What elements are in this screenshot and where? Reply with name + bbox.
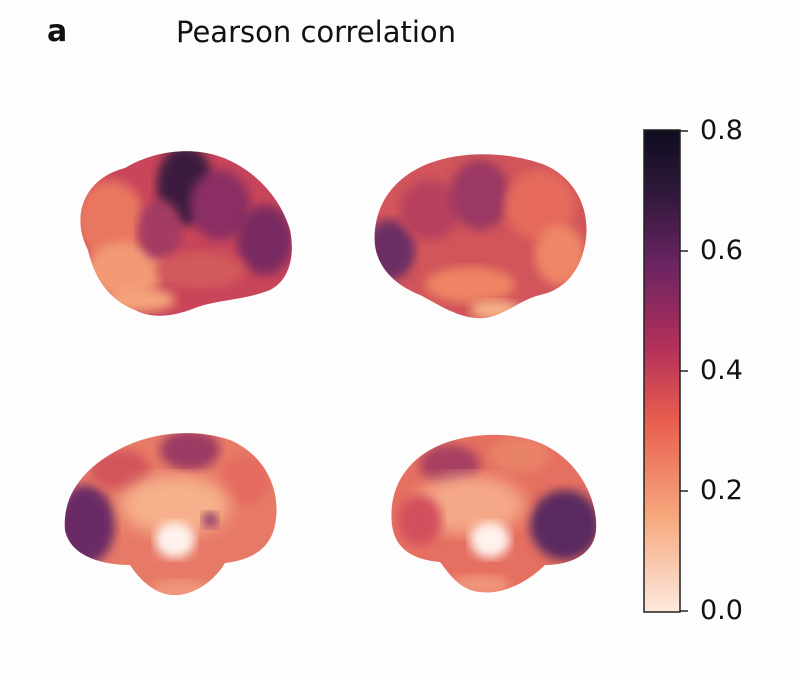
brain-lateral-right [374,154,587,319]
colorbar-tick-label: 0.6 [700,235,743,266]
panel-label: a [47,14,68,49]
figure-title: Pearson correlation [176,15,457,49]
brain-lateral-left [80,151,292,316]
colorbar-tick-label: 0.8 [700,115,743,146]
colorbar-tick-label: 0.4 [700,355,743,386]
colorbar [643,129,688,613]
colorbar-tick-label: 0.2 [700,475,743,506]
colorbar-tick-label: 0.0 [700,595,743,626]
brain-medial-left [64,433,277,595]
brain-medial-right [391,434,597,593]
colorbar-gradient [643,129,681,613]
